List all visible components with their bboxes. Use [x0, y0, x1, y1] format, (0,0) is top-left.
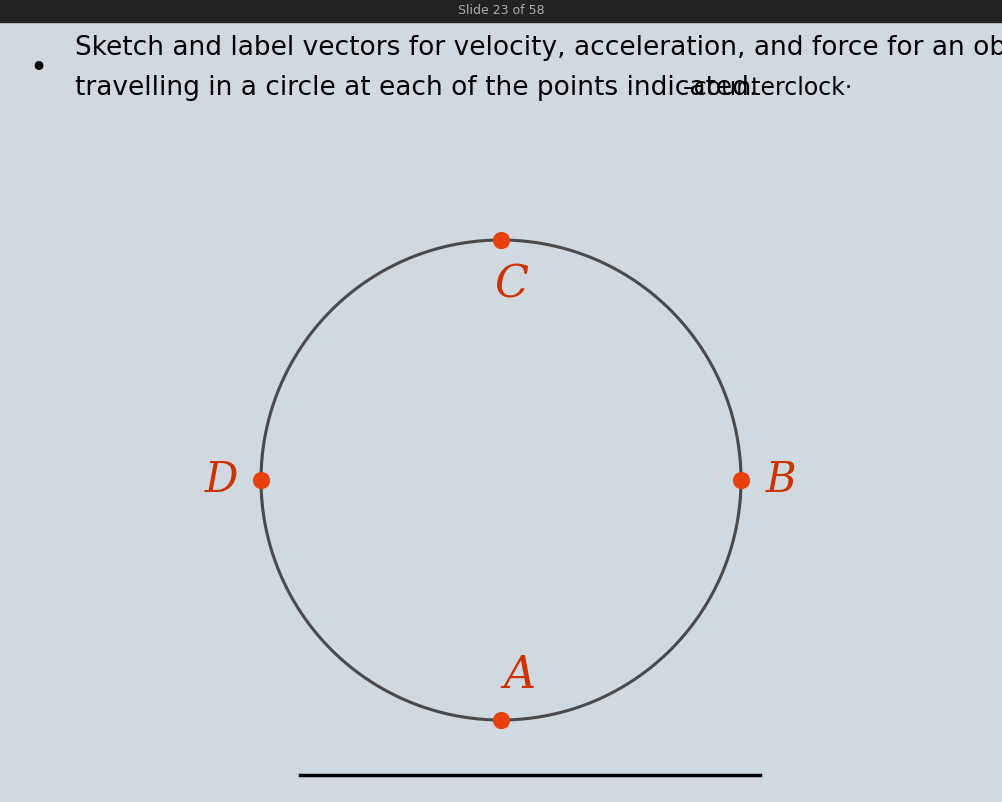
Text: Sketch and label vectors for velocity, acceleration, and force for an object: Sketch and label vectors for velocity, a…: [75, 35, 1002, 61]
Point: [493, 233, 509, 246]
Point: [733, 474, 749, 487]
Bar: [0, 0, 1002, 22]
Text: C: C: [494, 263, 528, 306]
Text: •: •: [29, 54, 47, 83]
Point: [253, 474, 269, 487]
Text: travelling in a circle at each of the points indicated.: travelling in a circle at each of the po…: [75, 75, 758, 101]
Text: B: B: [766, 459, 797, 501]
Text: –counterclock·: –counterclock·: [683, 76, 854, 100]
Point: [493, 714, 509, 727]
Text: Slide 23 of 58: Slide 23 of 58: [458, 5, 544, 18]
Text: A: A: [503, 654, 535, 697]
Text: D: D: [204, 459, 237, 501]
